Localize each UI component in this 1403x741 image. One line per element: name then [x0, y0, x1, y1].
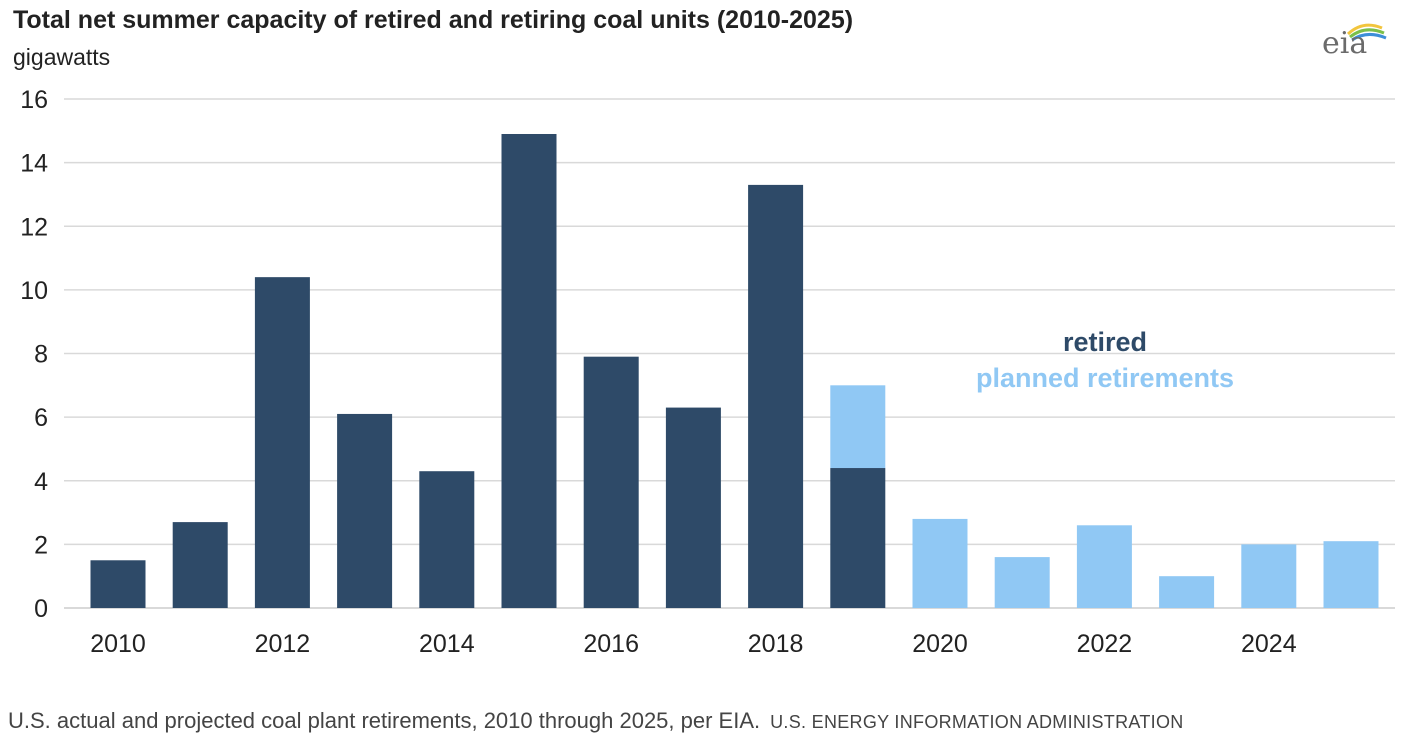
bar-planned-2025 [1323, 541, 1379, 608]
legend-retired: retired [1063, 327, 1147, 357]
bar-retired-2015 [501, 133, 557, 608]
y-tick-label: 0 [34, 595, 48, 623]
caption-text: U.S. actual and projected coal plant ret… [8, 708, 761, 733]
y-tick-label: 6 [34, 404, 48, 432]
bar-planned-2024 [1241, 544, 1297, 608]
bar-planned-2019 [830, 385, 886, 469]
bar-retired-2016 [583, 356, 639, 608]
legend-planned-retirements: planned retirements [976, 363, 1234, 393]
x-tick-label: 2012 [255, 630, 311, 658]
caption: U.S. actual and projected coal plant ret… [8, 708, 1184, 734]
eia-logo [1318, 14, 1388, 66]
y-tick-label: 16 [20, 86, 48, 114]
bar-retired-2017 [665, 407, 721, 608]
x-tick-label: 2014 [419, 630, 475, 658]
bars [90, 133, 1379, 609]
bar-planned-2021 [994, 557, 1050, 608]
legend: retired planned retirements [976, 327, 1234, 393]
y-axis-ticks: 0 2 4 6 8 10 12 14 16 [20, 86, 48, 623]
bar-retired-2018 [748, 184, 804, 609]
x-tick-label: 2022 [1077, 630, 1133, 658]
x-tick-label: 2018 [748, 630, 804, 658]
y-tick-label: 14 [20, 150, 48, 178]
eia-logo-arcs [1346, 23, 1387, 42]
x-axis-ticks: 2010 2012 2014 2016 2018 2020 2022 2024 [90, 630, 1297, 658]
bar-retired-2011 [172, 522, 228, 608]
bar-retired-2013 [337, 413, 393, 608]
bar-retired-2010 [90, 560, 146, 608]
y-tick-label: 12 [20, 213, 48, 241]
x-tick-label: 2016 [583, 630, 639, 658]
y-tick-label: 2 [34, 531, 48, 559]
x-tick-label: 2010 [90, 630, 146, 658]
bar-planned-2023 [1159, 576, 1215, 608]
bar-retired-2019 [830, 468, 886, 608]
bar-planned-2022 [1076, 525, 1132, 608]
x-tick-label: 2020 [912, 630, 968, 658]
chart-title: Total net summer capacity of retired and… [13, 6, 854, 34]
bar-retired-2014 [419, 471, 475, 608]
y-tick-label: 10 [20, 277, 48, 305]
bar-planned-2020 [912, 518, 968, 608]
y-tick-label: 4 [34, 468, 48, 496]
eia-logo-text: eia [1322, 26, 1368, 61]
y-axis-unit-label: gigawatts [13, 44, 111, 70]
y-tick-label: 8 [34, 341, 48, 369]
caption-agency: U.S. ENERGY INFORMATION ADMINISTRATION [770, 712, 1184, 732]
x-tick-label: 2024 [1241, 630, 1297, 658]
bar-retired-2012 [254, 277, 310, 608]
